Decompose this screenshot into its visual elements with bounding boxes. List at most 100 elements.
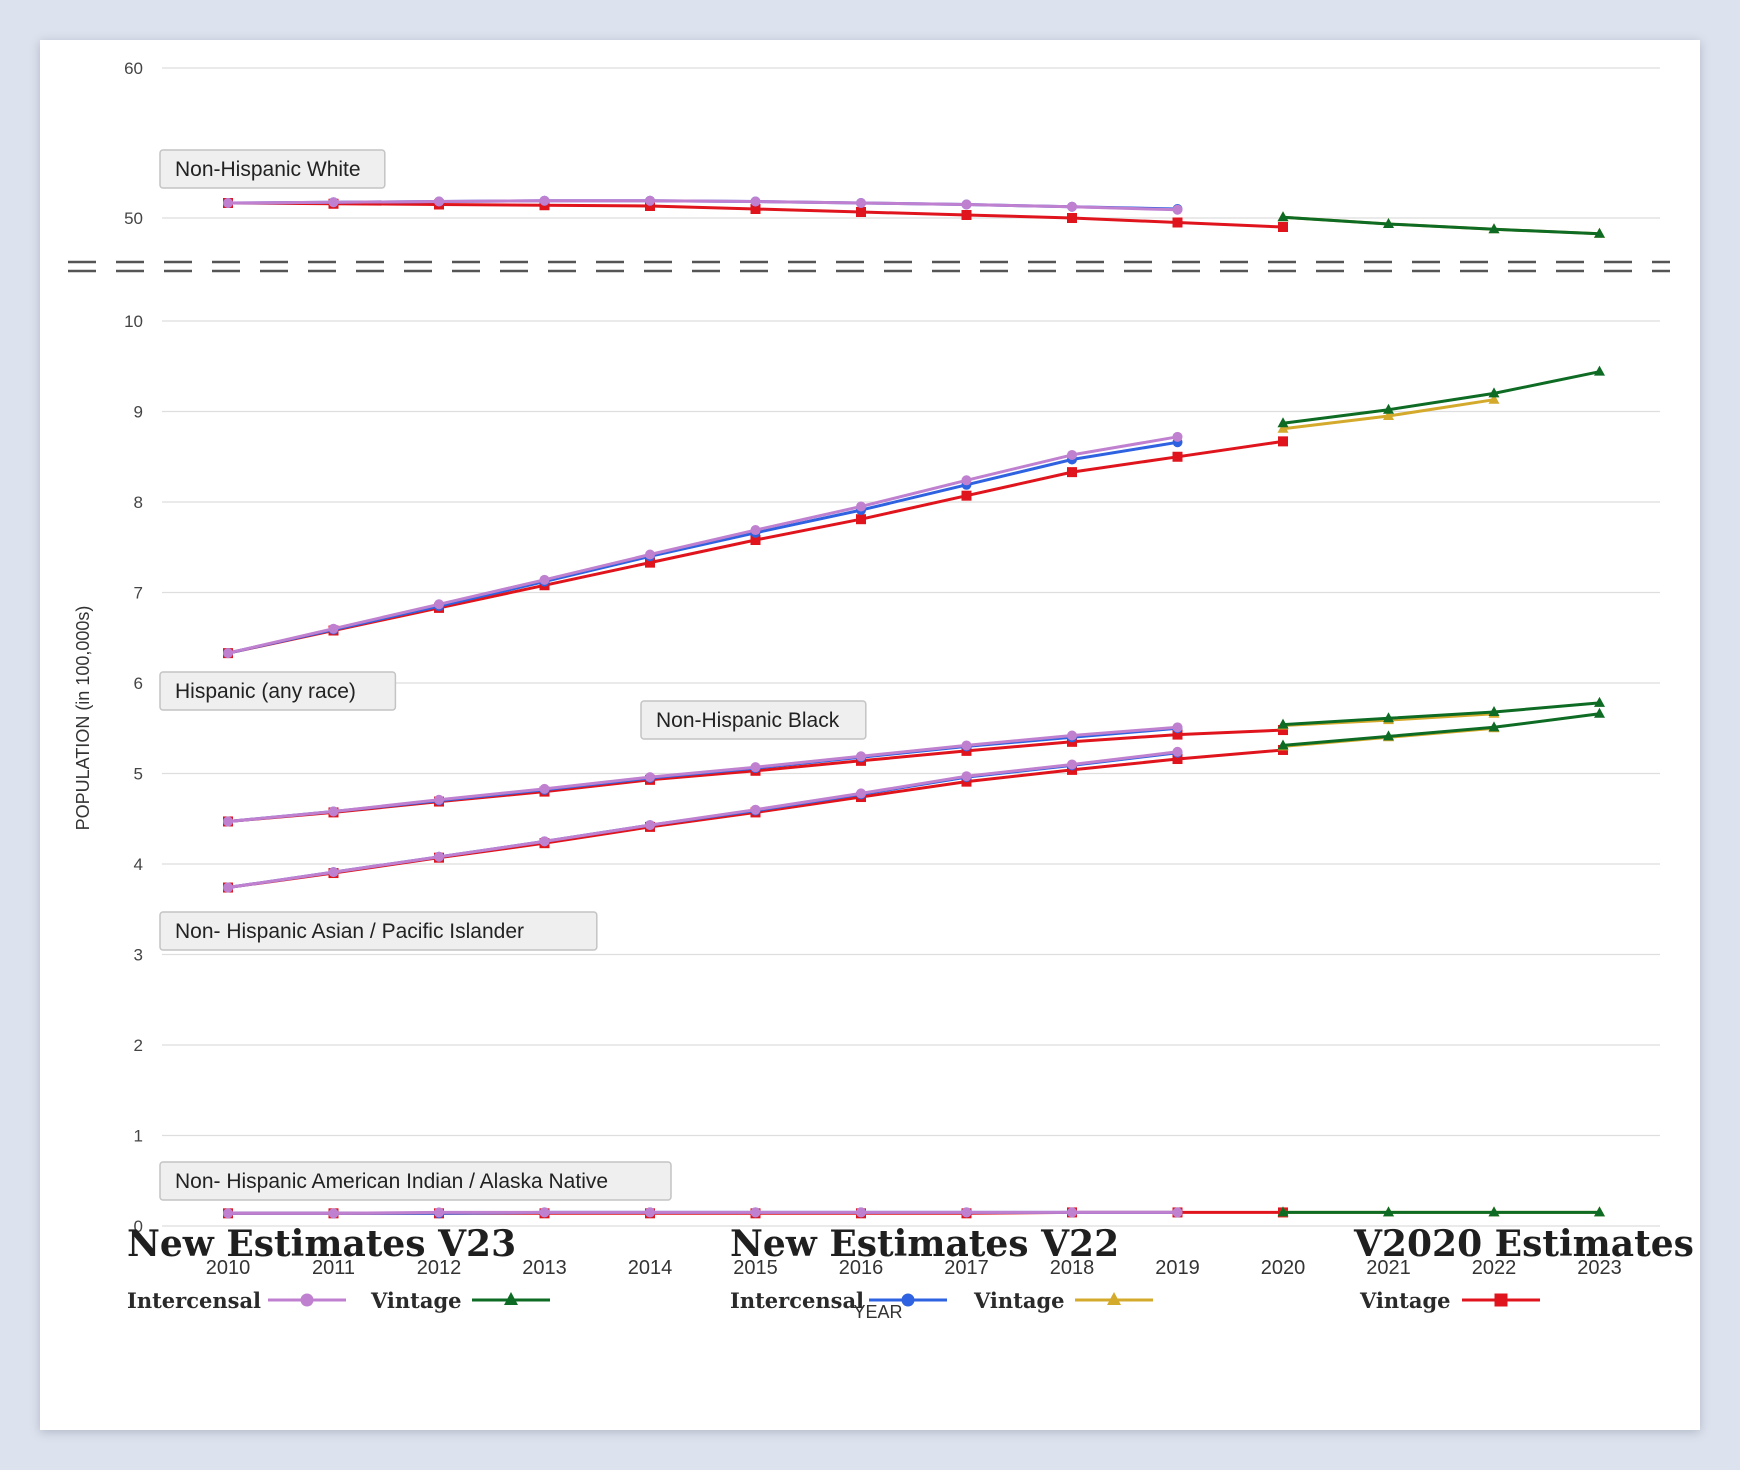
group-label-box	[159, 149, 386, 189]
group-label: Non-Hispanic Black	[656, 709, 840, 732]
data-point-v23_vintage	[1383, 730, 1394, 741]
data-point-v23_intercensal	[328, 867, 339, 878]
data-point-v23_intercensal	[434, 794, 444, 805]
data-point-v23_vintage	[1277, 1206, 1289, 1217]
data-point-v23_intercensal	[223, 816, 233, 827]
group-label: Non-Hispanic White	[175, 158, 361, 181]
data-point-v2020_vintage	[856, 207, 866, 217]
data-point-v23_intercensal	[750, 196, 761, 207]
data-point-v2020_vintage	[1172, 729, 1183, 740]
data-point-v23_intercensal	[328, 806, 339, 817]
population-line-chart: 0 1 2 3 4 5 6 7 8 9 10 50 60 2010 2011 2012 2013 2014 2015…	[68, 59, 1670, 1322]
x-tick-label: 2017	[944, 1257, 989, 1279]
x-tick-label: 2019	[1155, 1257, 1200, 1279]
data-point-v23_vintage	[1383, 218, 1394, 228]
x-tick-label: 2015	[733, 1257, 778, 1279]
x-tick-label: 2013	[522, 1257, 567, 1279]
data-point-v2020_vintage	[856, 514, 866, 525]
data-point-v23_intercensal	[539, 195, 550, 206]
data-point-v23_intercensal	[750, 525, 761, 536]
data-point-v23_vintage	[1383, 403, 1394, 414]
data-point-v23_intercensal	[856, 1207, 866, 1218]
chart-card: 0 1 2 3 4 5 6 7 8 9 10 50 60 2010 2011 2012 2013 2014 2015…	[40, 40, 1700, 1430]
data-point-v23_intercensal	[961, 199, 972, 210]
data-point-v23_intercensal	[434, 599, 444, 610]
data-point-v23_intercensal	[645, 549, 655, 560]
data-point-v2020_vintage	[1278, 222, 1288, 232]
data-point-v23_intercensal	[645, 1207, 655, 1218]
x-tick-label: 2014	[628, 1257, 673, 1279]
data-point-v23_vintage	[1383, 712, 1394, 723]
data-point-v2020_vintage	[1067, 213, 1077, 223]
data-point-v23_intercensal	[539, 836, 550, 847]
data-point-v23_vintage	[1594, 365, 1605, 376]
y-tick-label: 2	[134, 1036, 143, 1055]
series-line-v23_intercensal	[228, 1210, 1178, 1215]
group-label-box	[159, 671, 397, 711]
data-point-v23_vintage	[1594, 707, 1605, 718]
data-point-v23_intercensal	[1172, 204, 1183, 215]
data-point-v23_intercensal	[1067, 730, 1077, 741]
data-point-v2020_vintage	[1172, 451, 1183, 462]
data-point-v23_intercensal	[223, 882, 233, 893]
data-point-v23_intercensal	[1172, 1207, 1183, 1218]
data-point-v23_intercensal	[1172, 722, 1183, 733]
data-point-v23_intercensal	[961, 740, 972, 751]
y-tick-label: 7	[134, 584, 143, 603]
series-line-v23_vintage	[1282, 701, 1600, 727]
data-point-v23_intercensal	[645, 820, 655, 831]
group-label: Non- Hispanic Asian / Pacific Islander	[175, 920, 524, 943]
data-point-v23_intercensal	[961, 771, 972, 782]
data-point-v2020_vintage	[1278, 725, 1288, 736]
series-line-v23_vintage	[1282, 215, 1600, 236]
data-point-v23_intercensal	[1067, 759, 1077, 770]
data-point-v23_vintage	[1488, 721, 1500, 732]
data-point-v23_intercensal	[539, 1207, 550, 1218]
series-line-v23_vintage	[1282, 370, 1600, 425]
data-point-v23_vintage	[1277, 211, 1289, 222]
data-point-v23_intercensal	[223, 648, 233, 659]
y-tick-label: 10	[124, 312, 143, 331]
series-line-v23_intercensal	[227, 199, 1178, 212]
data-point-v23_intercensal	[856, 198, 866, 208]
group-label: Non- Hispanic American Indian / Alaska N…	[175, 1170, 608, 1193]
data-point-v23_intercensal	[750, 1207, 761, 1218]
data-point-v23_vintage	[1594, 1206, 1605, 1217]
data-point-v23_intercensal	[750, 804, 761, 815]
data-point-v23_intercensal	[1172, 431, 1183, 442]
data-point-v2020_vintage	[1172, 754, 1183, 765]
x-tick-label: 2021	[1366, 1257, 1411, 1279]
data-point-v23_intercensal	[961, 475, 972, 486]
x-tick-label: 2011	[312, 1257, 355, 1279]
series-line-v2020_vintage	[227, 439, 1284, 655]
data-point-v23_intercensal	[434, 851, 444, 862]
data-point-v23_vintage	[1383, 1206, 1394, 1217]
y-tick-label: 6	[134, 674, 143, 693]
x-tick-label: 2016	[839, 1257, 884, 1279]
data-point-v23_intercensal	[856, 788, 866, 799]
group-label-box	[159, 911, 598, 951]
data-point-v22_vintage	[1488, 393, 1500, 404]
data-point-v23_vintage	[1277, 739, 1289, 750]
data-point-v2020_vintage	[645, 557, 655, 568]
data-point-v23_intercensal	[539, 574, 550, 585]
y-tick-label: 4	[134, 855, 143, 874]
data-point-v2020_vintage	[1172, 217, 1183, 228]
data-point-v23_intercensal	[1172, 746, 1183, 757]
y-tick-label: 3	[134, 946, 143, 965]
x-axis-title: YEAR	[853, 1302, 902, 1322]
data-point-v23_intercensal	[645, 195, 655, 206]
data-point-v22_vintage	[1277, 422, 1289, 433]
data-point-v23_intercensal	[539, 783, 550, 794]
data-point-v23_vintage	[1277, 718, 1289, 729]
data-point-v2020_vintage	[1278, 436, 1288, 447]
data-point-v23_intercensal	[856, 501, 866, 512]
y-tick-label: 60	[124, 59, 143, 78]
x-tick-label: 2022	[1472, 1257, 1517, 1279]
y-tick-label: 8	[134, 493, 143, 512]
data-point-v23_vintage	[1488, 223, 1500, 234]
data-point-v23_intercensal	[328, 623, 339, 634]
data-point-v23_intercensal	[645, 772, 655, 783]
data-point-v23_vintage	[1594, 696, 1605, 707]
x-tick-label: 2010	[206, 1257, 251, 1279]
